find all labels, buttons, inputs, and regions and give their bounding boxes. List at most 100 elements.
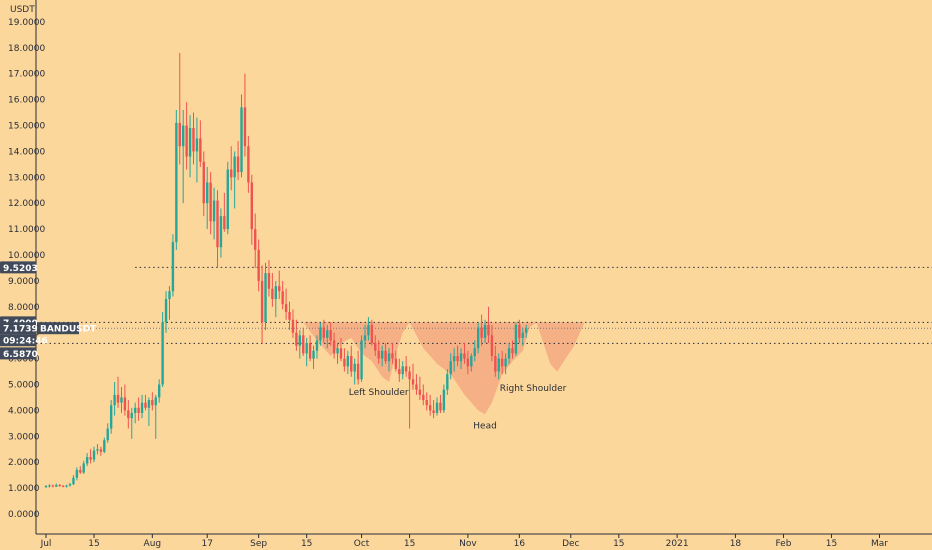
countdown-tag: 09:24:46 <box>3 337 48 347</box>
candle-body <box>281 291 284 305</box>
candle-body <box>140 402 144 413</box>
candle-body <box>380 350 384 359</box>
symbol-tag-bg <box>37 322 79 335</box>
candle-body <box>418 389 422 395</box>
candle-body <box>168 291 171 300</box>
candle-body <box>391 353 394 359</box>
y-unit-label: USDT <box>10 5 35 15</box>
y-tick-label: 10.0000 <box>8 251 45 261</box>
candle-body <box>483 324 487 338</box>
y-tick-label: 11.0000 <box>8 225 45 235</box>
candle-body <box>384 350 387 362</box>
countdown-tag-bg <box>0 334 36 347</box>
y-tick-label: 12.0000 <box>8 199 45 209</box>
candle-body <box>175 122 178 243</box>
y-tick-label: 5.0000 <box>8 381 40 391</box>
candle-body <box>240 107 243 173</box>
y-tick-label: 16.0000 <box>8 96 45 106</box>
candle-body <box>394 358 398 369</box>
candle-body <box>65 485 68 487</box>
candle-body <box>271 288 274 300</box>
y-tick-label: 0.0000 <box>8 510 40 520</box>
candle-body <box>459 353 463 362</box>
candle-body <box>305 343 308 354</box>
x-tick-label: Dec <box>562 539 579 549</box>
candle-body <box>55 484 58 487</box>
candle-body <box>274 286 278 300</box>
candle-body <box>89 457 92 460</box>
candle-body <box>223 216 226 230</box>
candle-body <box>291 319 295 333</box>
x-tick-label: Jul <box>40 539 52 549</box>
candle-body <box>185 125 188 157</box>
candle-body <box>456 356 459 362</box>
candle-body <box>319 327 322 341</box>
y-tick-label: 14.0000 <box>8 147 45 157</box>
candle-body <box>82 463 85 473</box>
candles <box>44 52 528 489</box>
x-tick-label: Oct <box>354 539 370 549</box>
y-tick-label: 2.0000 <box>8 458 40 468</box>
last-price-tag-bg <box>0 322 36 335</box>
candle-body <box>154 397 157 406</box>
candle-body <box>343 358 346 367</box>
level-price-tag-bg <box>0 347 36 360</box>
pattern-area <box>303 322 585 415</box>
candle-body <box>161 322 164 385</box>
candle-body <box>133 407 137 413</box>
head-and-shoulders-pattern <box>303 322 585 415</box>
candle-body <box>85 457 89 464</box>
x-tick-label: Mar <box>871 539 888 549</box>
candle-body <box>411 379 415 385</box>
candle-body <box>356 363 360 380</box>
candle-body <box>504 358 507 367</box>
candle-body <box>404 366 408 372</box>
candle-body <box>494 356 497 372</box>
candle-body <box>374 343 377 351</box>
candle-body <box>209 182 212 222</box>
candle-body <box>514 324 518 354</box>
candle-body <box>243 107 247 147</box>
candle-body <box>442 389 446 411</box>
x-tick-label: 15 <box>404 539 415 549</box>
x-tick-label: Feb <box>775 539 791 549</box>
candle-body <box>247 146 250 183</box>
level-price-tag: 6.5870 <box>3 350 38 360</box>
candle-body <box>302 335 305 354</box>
candle-body <box>233 156 236 178</box>
candle-body <box>363 335 367 341</box>
x-tick-label: Sep <box>250 539 267 549</box>
candle-body <box>422 394 425 401</box>
x-tick-label: 17 <box>201 539 212 549</box>
candle-body <box>178 122 181 147</box>
candle-body <box>250 182 253 230</box>
x-tick-label: 15 <box>88 539 99 549</box>
candle-body <box>511 348 514 354</box>
candle-body <box>212 200 216 222</box>
y-axis-ticks: 0.0000 1.0000 2.0000 3.0000 4.0000 5.0000 6.00… <box>8 18 45 520</box>
candle-body <box>329 330 332 341</box>
candle-body <box>435 402 439 413</box>
candle-body <box>360 340 363 380</box>
level-price-tag: 9.5203 <box>3 264 38 274</box>
candle-body <box>473 348 476 357</box>
candle-body <box>346 356 350 367</box>
candle-body <box>109 405 113 429</box>
candle-body <box>92 450 96 460</box>
candle-body <box>284 304 288 312</box>
candle-body <box>449 361 452 375</box>
candle-body <box>408 371 411 380</box>
candle-body <box>123 397 127 411</box>
y-tick-label: 13.0000 <box>8 173 45 183</box>
candle-body <box>428 405 432 411</box>
candle-body <box>61 485 65 487</box>
candle-body <box>339 348 343 359</box>
pattern-label: Left Shoulder <box>349 388 409 398</box>
candle-body <box>113 394 116 406</box>
candle-body <box>452 356 456 362</box>
candle-body <box>500 358 504 367</box>
candle-body <box>99 449 103 452</box>
candle-body <box>137 407 140 413</box>
